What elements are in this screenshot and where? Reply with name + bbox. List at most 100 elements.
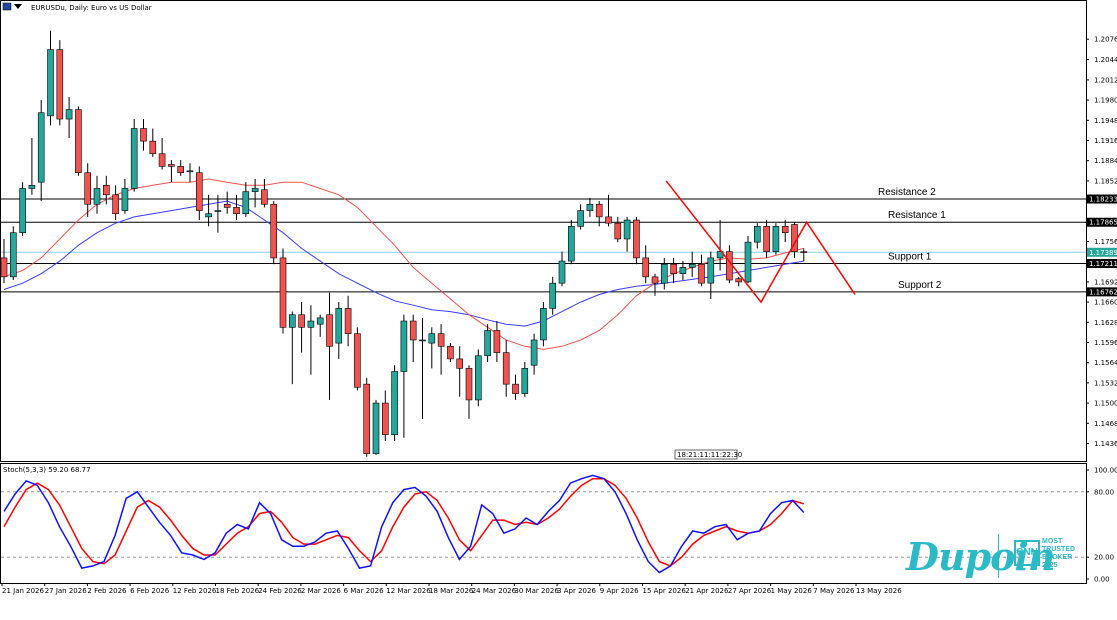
candle-body [177, 166, 184, 173]
price-tag-box [1087, 259, 1117, 269]
candle-body [763, 226, 770, 252]
stoch-tick-label: 20.00 [1094, 554, 1114, 562]
level-lines: Resistance 2 Resistance 1 Support 1 Support… [1, 187, 1086, 293]
candle-body [316, 317, 324, 325]
candle-body [19, 188, 26, 233]
candle-body [800, 251, 808, 253]
candle-body [372, 402, 380, 454]
pattern-lines [665, 180, 856, 304]
candle-body [307, 320, 315, 328]
candle-body [149, 140, 157, 155]
candle-body [670, 263, 677, 274]
candle-body [130, 128, 138, 189]
price-tick-label: 1.20444 [1094, 56, 1117, 64]
price-tick-label: 1.16920 [1094, 278, 1117, 286]
candle-body [540, 308, 547, 341]
level-label: Resistance 1 [888, 210, 946, 221]
pattern-line [665, 180, 856, 304]
candle-body [726, 251, 733, 281]
candle-body [502, 352, 510, 385]
candle-body [735, 278, 743, 283]
time-tick-label: 27 Jan 2026 [45, 587, 88, 595]
candles [0, 30, 808, 457]
price-tick-label: 1.14360 [1094, 440, 1117, 448]
candle-body [772, 226, 780, 252]
candle-body [623, 219, 631, 240]
candle-body [586, 203, 594, 211]
candle-body [651, 276, 659, 284]
time-tag-label: 18:21:11:11:22:30 [677, 451, 742, 459]
stoch-tick-label: 80.00 [1094, 488, 1114, 496]
candle-body [93, 188, 101, 205]
award-logo: CNN [1014, 540, 1040, 566]
candle-body [660, 263, 668, 284]
candle-body [474, 355, 482, 401]
candle-body [196, 172, 203, 211]
candle-body [47, 49, 54, 117]
award-text: MOST TRUSTED BROKER 2025 [1042, 538, 1075, 570]
level-label: Support 1 [888, 252, 932, 263]
level-label: Support 2 [898, 280, 942, 291]
price-tick-label: 1.15640 [1094, 359, 1117, 367]
stoch-tick-label: 100.00 [1094, 467, 1117, 475]
candle-body [753, 226, 761, 243]
candle-body [633, 219, 640, 259]
candle-body [251, 188, 259, 192]
candle-body [158, 153, 166, 167]
candle-body [261, 189, 268, 205]
candle-body [484, 330, 491, 357]
candle-body [121, 188, 129, 211]
candle-body [112, 194, 119, 215]
candle-body [465, 368, 473, 401]
candle-body [56, 49, 64, 120]
price-tag-label: 1.17389 [1089, 249, 1117, 257]
time-axis: 21 Jan 2026 27 Jan 2026 2 Feb 2026 6 Feb 20… [1, 583, 902, 595]
price-tag-label: 1.17865 [1089, 219, 1117, 227]
time-tick-label: 6 Mar 2026 [344, 587, 384, 595]
ma-slow-line [3, 200, 804, 327]
time-tick-label: 6 Feb 2026 [130, 587, 170, 595]
candle-body [428, 333, 436, 344]
candle-body [521, 368, 529, 394]
candle-body [698, 263, 705, 284]
time-tick-label: 18 Feb 2026 [216, 587, 260, 595]
candle-body [577, 210, 584, 227]
candle-body [28, 185, 36, 189]
stochastic-axis: 100.00 80.00 20.00 0.00 [1086, 467, 1117, 584]
candle-body [0, 257, 8, 278]
price-tick-label: 1.19160 [1094, 137, 1117, 145]
oscillator-title: Stoch(5,3,3) 59.20 68.77 [3, 466, 91, 474]
candle-body [363, 383, 371, 454]
time-tick-label: 12 Mar 2026 [386, 587, 431, 595]
candle-body [437, 333, 445, 347]
candle-body [549, 282, 557, 309]
candle-body [205, 213, 212, 218]
candle-body [288, 314, 296, 328]
candle-body [447, 345, 454, 360]
candle-body [391, 371, 398, 435]
candle-body [103, 185, 110, 196]
price-axis: 1.20765 1.20444 1.20120 1.19800 1.19480 1.191… [1086, 36, 1117, 448]
candle-body [493, 330, 501, 353]
candle-body [298, 314, 305, 328]
time-tick-label: 24 Mar 2026 [472, 587, 517, 595]
price-tag-box [1087, 194, 1117, 204]
time-tick-label: 21 Jan 2026 [2, 587, 45, 595]
main-pane-frame [0, 0, 1087, 462]
price-tick-label: 1.15320 [1094, 379, 1117, 387]
price-tick-label: 1.19480 [1094, 117, 1117, 125]
level-label: Resistance 2 [878, 187, 936, 198]
price-tag-label: 1.17211 [1089, 260, 1117, 268]
chart-title: EURUSDu, Daily: Euro vs US Dollar [31, 4, 152, 12]
candle-body [223, 203, 231, 208]
price-tick-label: 1.16600 [1094, 299, 1117, 307]
price-tag-box [1087, 247, 1117, 257]
candle-body [558, 260, 566, 284]
candle-body [344, 308, 352, 334]
time-tick-label: 7 May 2026 [813, 587, 855, 595]
candle-body [37, 112, 45, 183]
candle-body [409, 320, 417, 341]
time-tick-label: 24 Feb 2026 [258, 587, 302, 595]
candle-body [168, 164, 175, 167]
